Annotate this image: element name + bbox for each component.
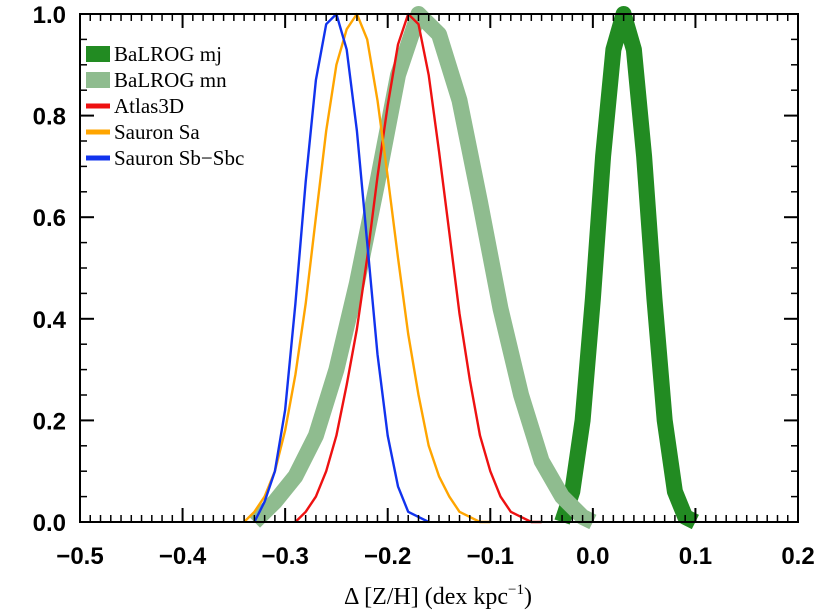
x-tick-label: 0.2: [781, 543, 814, 570]
series-curves: [243, 6, 699, 530]
series-line-balrog-mn: [248, 6, 597, 530]
legend-swatch: [86, 155, 110, 161]
y-tick-label: 0.8: [33, 104, 66, 131]
legend-label: Atlas3D: [114, 94, 184, 118]
x-tick-label: −0.4: [159, 543, 207, 570]
series-line-atlas3d: [294, 12, 542, 524]
series-line-sauron-sa: [243, 12, 491, 524]
x-tick-label: 0.0: [576, 543, 609, 570]
legend-label: Sauron Sb−Sbc: [114, 146, 244, 170]
legend-label: BaLROG mj: [114, 42, 222, 66]
x-tick-label: −0.2: [364, 543, 411, 570]
axis-ticks: −0.5 −0.4 −0.3 −0.2 −0.1 0.0 0.1 0.2 0.0 0.2 0.4 0.…: [33, 2, 815, 570]
legend-swatch: [86, 129, 110, 135]
y-tick-label: 0.2: [33, 408, 66, 435]
y-tick-label: 0.0: [33, 510, 66, 537]
x-tick-label: −0.1: [467, 543, 514, 570]
legend-swatch: [86, 103, 110, 109]
y-tick-label: 1.0: [33, 2, 66, 29]
series-line-sauron-sb-sbc: [253, 12, 430, 524]
x-axis-title: Δ [Z/H] (dex kpc−1): [344, 582, 532, 610]
x-tick-label: −0.3: [261, 543, 308, 570]
y-tick-label: 0.4: [33, 307, 67, 334]
legend-label: BaLROG mn: [114, 68, 227, 92]
y-tick-label: 0.6: [33, 205, 66, 232]
series-line-balrog-mj: [554, 6, 699, 530]
x-tick-label: 0.1: [679, 543, 712, 570]
legend-label: Sauron Sa: [114, 120, 200, 144]
legend-swatch: [86, 46, 110, 62]
x-tick-label: −0.5: [56, 543, 103, 570]
legend-swatch: [86, 72, 110, 88]
